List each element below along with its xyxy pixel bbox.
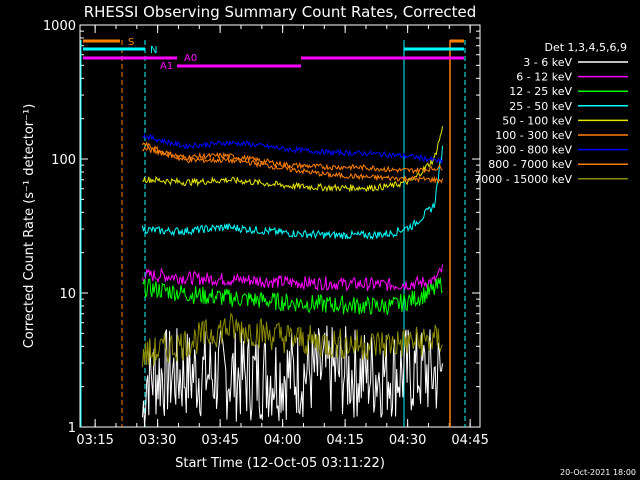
legend-title: Det 1,3,4,5,6,9	[544, 41, 627, 54]
y-tick-label: 100	[51, 153, 76, 168]
legend-label: 50 - 100 keV	[502, 114, 572, 127]
marker-label-s: S	[128, 37, 134, 48]
x-tick-label: 03:30	[139, 433, 176, 448]
series-line-0	[142, 325, 443, 428]
series-lines	[142, 126, 443, 428]
chart-title: RHESSI Observing Summary Count Rates, Co…	[84, 3, 477, 21]
y-tick-label: 10	[59, 287, 76, 302]
legend-label: 800 - 7000 keV	[488, 158, 572, 171]
x-tick-label: 04:15	[326, 433, 363, 448]
legend-label: 6 - 12 keV	[516, 71, 572, 84]
marker-label-n: N	[150, 45, 157, 56]
marker-label-a1: A1	[160, 61, 173, 72]
x-axis-label: Start Time (12-Oct-05 03:11:22)	[175, 456, 385, 471]
x-tick-label: 03:45	[201, 433, 238, 448]
series-line-5	[142, 146, 443, 175]
series-line-4	[142, 126, 443, 193]
legend-label: 12 - 25 keV	[509, 85, 572, 98]
y-tick-label: 1	[68, 421, 76, 436]
legend-label: 100 - 300 keV	[495, 129, 572, 142]
series-line-2	[142, 277, 443, 316]
axis-ticks: 03:15 03:30 03:45 04:00 04:15 04:30 04:45 1 10 10…	[43, 19, 489, 448]
legend-label: 300 - 800 keV	[495, 144, 572, 157]
y-tick-label: 1000	[43, 19, 76, 34]
legend-label: 25 - 50 keV	[509, 100, 572, 113]
marker-label-a0: A0	[184, 53, 197, 64]
legend-label: 7000 - 15000 keV	[474, 173, 572, 186]
footer-date: 20-Oct-2021 18:00	[560, 468, 636, 477]
series-line-6	[142, 132, 443, 164]
event-markers: S N A0 A1	[80, 37, 466, 427]
legend-label: 3 - 6 keV	[523, 56, 572, 69]
series-line-8	[142, 312, 443, 368]
series-line-3	[142, 145, 443, 240]
plot-frame	[79, 24, 481, 428]
x-tick-label: 03:15	[76, 433, 113, 448]
x-tick-label: 04:00	[264, 433, 301, 448]
series-line-7	[142, 141, 443, 184]
x-tick-label: 04:45	[451, 433, 488, 448]
x-tick-label: 04:30	[389, 433, 426, 448]
y-axis-label: Corrected Count Rate (s⁻¹ detector⁻¹)	[22, 104, 37, 349]
series-line-1	[142, 264, 443, 292]
